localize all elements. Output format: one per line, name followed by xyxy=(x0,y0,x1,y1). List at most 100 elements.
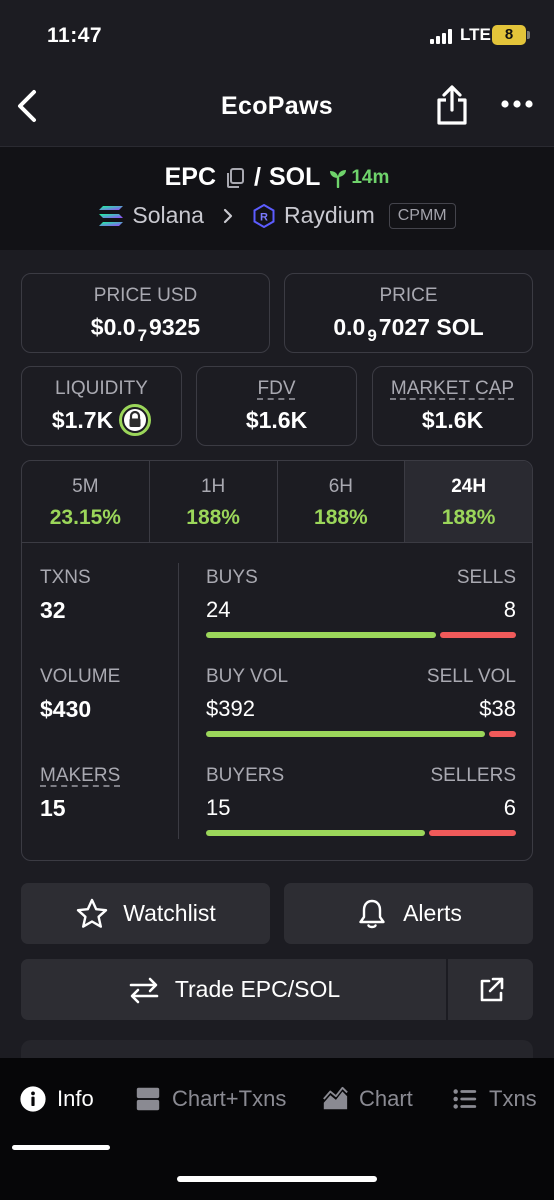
trade-label: Trade EPC/SOL xyxy=(174,976,341,1002)
sell-vol-value: $38 xyxy=(479,696,516,721)
open-external-button[interactable] xyxy=(448,959,533,1020)
nav-item-label: Chart+Txns xyxy=(172,1086,287,1111)
copy-icon[interactable] xyxy=(224,167,246,189)
back-button[interactable] xyxy=(12,86,46,126)
share-button[interactable] xyxy=(434,84,470,126)
buys-label: BUYS xyxy=(206,567,258,588)
sell-bar-fill xyxy=(429,830,516,836)
sell-vol-label: SELL VOL xyxy=(426,666,516,687)
signal-icon xyxy=(430,28,454,44)
liquidity-label: LIQUIDITY xyxy=(55,378,148,399)
tab-change: 188% xyxy=(314,506,368,529)
buy-sell-volume-stat: BUY VOL SELL VOL $392 $38 xyxy=(206,666,516,737)
volume-value: $430 xyxy=(40,696,92,722)
price-usd-value: $0.0 7 9325 xyxy=(22,314,269,345)
pair-separator: / xyxy=(254,163,261,191)
liquidity-value-row: $1.7K xyxy=(22,404,181,436)
txns-stat: TXNS 32 xyxy=(40,567,91,624)
buyers-label: BUYERS xyxy=(206,765,285,786)
ellipsis-icon xyxy=(501,100,533,108)
status-bar: 11:47 LTE 8 xyxy=(0,0,554,70)
chevron-left-icon xyxy=(18,90,36,122)
buys-sells-stat: BUYS SELLS 24 8 xyxy=(206,567,516,638)
tab-24h[interactable]: 24H 188% xyxy=(405,461,532,542)
tab-1h[interactable]: 1H 188% xyxy=(150,461,278,542)
raydium-icon: R xyxy=(253,203,275,228)
next-section-peek xyxy=(21,1040,533,1060)
active-tab-indicator xyxy=(12,1145,110,1150)
trade-button[interactable]: Trade EPC/SOL xyxy=(21,959,446,1020)
nav-item-label: Txns xyxy=(489,1086,537,1111)
base-token: EPC xyxy=(164,163,216,191)
buys-sells-bar xyxy=(206,632,516,638)
solana-icon xyxy=(99,205,124,226)
sell-bar-fill xyxy=(440,632,516,638)
volume-stat: VOLUME $430 xyxy=(40,666,120,723)
dex-name[interactable]: Raydium xyxy=(283,202,375,228)
list-icon xyxy=(453,1089,477,1109)
swap-arrows-icon xyxy=(129,977,159,1003)
sellers-label: SELLERS xyxy=(430,765,516,786)
makers-stat: MAKERS 15 xyxy=(40,765,120,822)
info-icon xyxy=(20,1086,46,1112)
market-cap-label[interactable]: MARKET CAP xyxy=(390,378,515,399)
sell-bar-fill xyxy=(489,731,516,737)
stats-panel: 5M 23.15% 1H 188% 6H 188% 24H 188% TXNS … xyxy=(21,460,533,861)
tab-change: 188% xyxy=(441,506,496,529)
watchlist-button[interactable]: Watchlist xyxy=(21,883,270,944)
nav-item-chart-txns[interactable]: Chart+Txns xyxy=(133,1085,286,1113)
makers-value: 15 xyxy=(40,795,66,821)
chain-name[interactable]: Solana xyxy=(132,202,204,228)
fdv-label[interactable]: FDV xyxy=(257,378,296,399)
tab-label: 1H xyxy=(200,476,226,497)
price-native-card: PRICE 0.0 9 7027 SOL xyxy=(284,273,533,353)
alerts-label: Alerts xyxy=(403,900,462,926)
tab-change: 23.15% xyxy=(49,506,121,529)
txns-label: TXNS xyxy=(40,567,91,588)
makers-label[interactable]: MAKERS xyxy=(40,765,121,786)
buy-bar-fill xyxy=(206,632,436,638)
price-native-zero-count: 9 xyxy=(367,325,377,345)
tab-label: 24H xyxy=(451,476,487,497)
fdv-card: FDV $1.6K xyxy=(196,366,357,446)
buyers-value: 15 xyxy=(206,795,231,820)
market-cap-card: MARKET CAP $1.6K xyxy=(372,366,533,446)
nav-item-label: Info xyxy=(57,1086,94,1111)
nav-item-info[interactable]: Info xyxy=(18,1085,94,1113)
share-icon xyxy=(437,85,467,125)
nav-item-txns[interactable]: Txns xyxy=(450,1085,537,1113)
pair-header: EPC / SOL 14m Solana R Raydium xyxy=(0,146,554,250)
price-native-label: PRICE xyxy=(379,285,438,306)
bell-icon xyxy=(359,899,385,928)
liquidity-value: $1.7K xyxy=(51,406,114,433)
liquidity-card: LIQUIDITY $1.7K xyxy=(21,366,182,446)
tab-5m[interactable]: 5M 23.15% xyxy=(22,461,150,542)
sells-label: SELLS xyxy=(456,567,516,588)
nav-item-chart[interactable]: Chart xyxy=(320,1085,413,1113)
price-native-prefix: 0.0 xyxy=(333,314,366,340)
more-button[interactable] xyxy=(500,94,534,114)
svg-text:R: R xyxy=(260,211,268,223)
tab-change: 188% xyxy=(186,506,240,529)
alerts-button[interactable]: Alerts xyxy=(284,883,533,944)
chevron-right-icon xyxy=(223,208,233,223)
home-indicator xyxy=(177,1176,377,1182)
buy-sell-volume-bar xyxy=(206,731,516,737)
tab-6h[interactable]: 6H 188% xyxy=(278,461,406,542)
volume-label: VOLUME xyxy=(40,666,121,687)
external-link-icon xyxy=(480,977,503,1001)
chart-txns-icon xyxy=(136,1087,160,1111)
tab-label: 5M xyxy=(72,476,99,497)
page-title: EcoPaws xyxy=(221,92,333,120)
top-nav: EcoPaws xyxy=(0,70,554,146)
buyers-sellers-bar xyxy=(206,830,516,836)
stats-divider xyxy=(178,563,179,839)
txns-value: 32 xyxy=(40,597,66,623)
market-cap-value: $1.6K xyxy=(421,407,484,433)
price-usd-label: PRICE USD xyxy=(93,285,198,306)
sprout-icon xyxy=(330,169,347,188)
network-type: LTE xyxy=(460,25,491,44)
lock-icon[interactable] xyxy=(119,404,152,436)
pair-age-value: 14m xyxy=(351,166,390,188)
pool-type-badge: CPMM xyxy=(388,202,456,229)
